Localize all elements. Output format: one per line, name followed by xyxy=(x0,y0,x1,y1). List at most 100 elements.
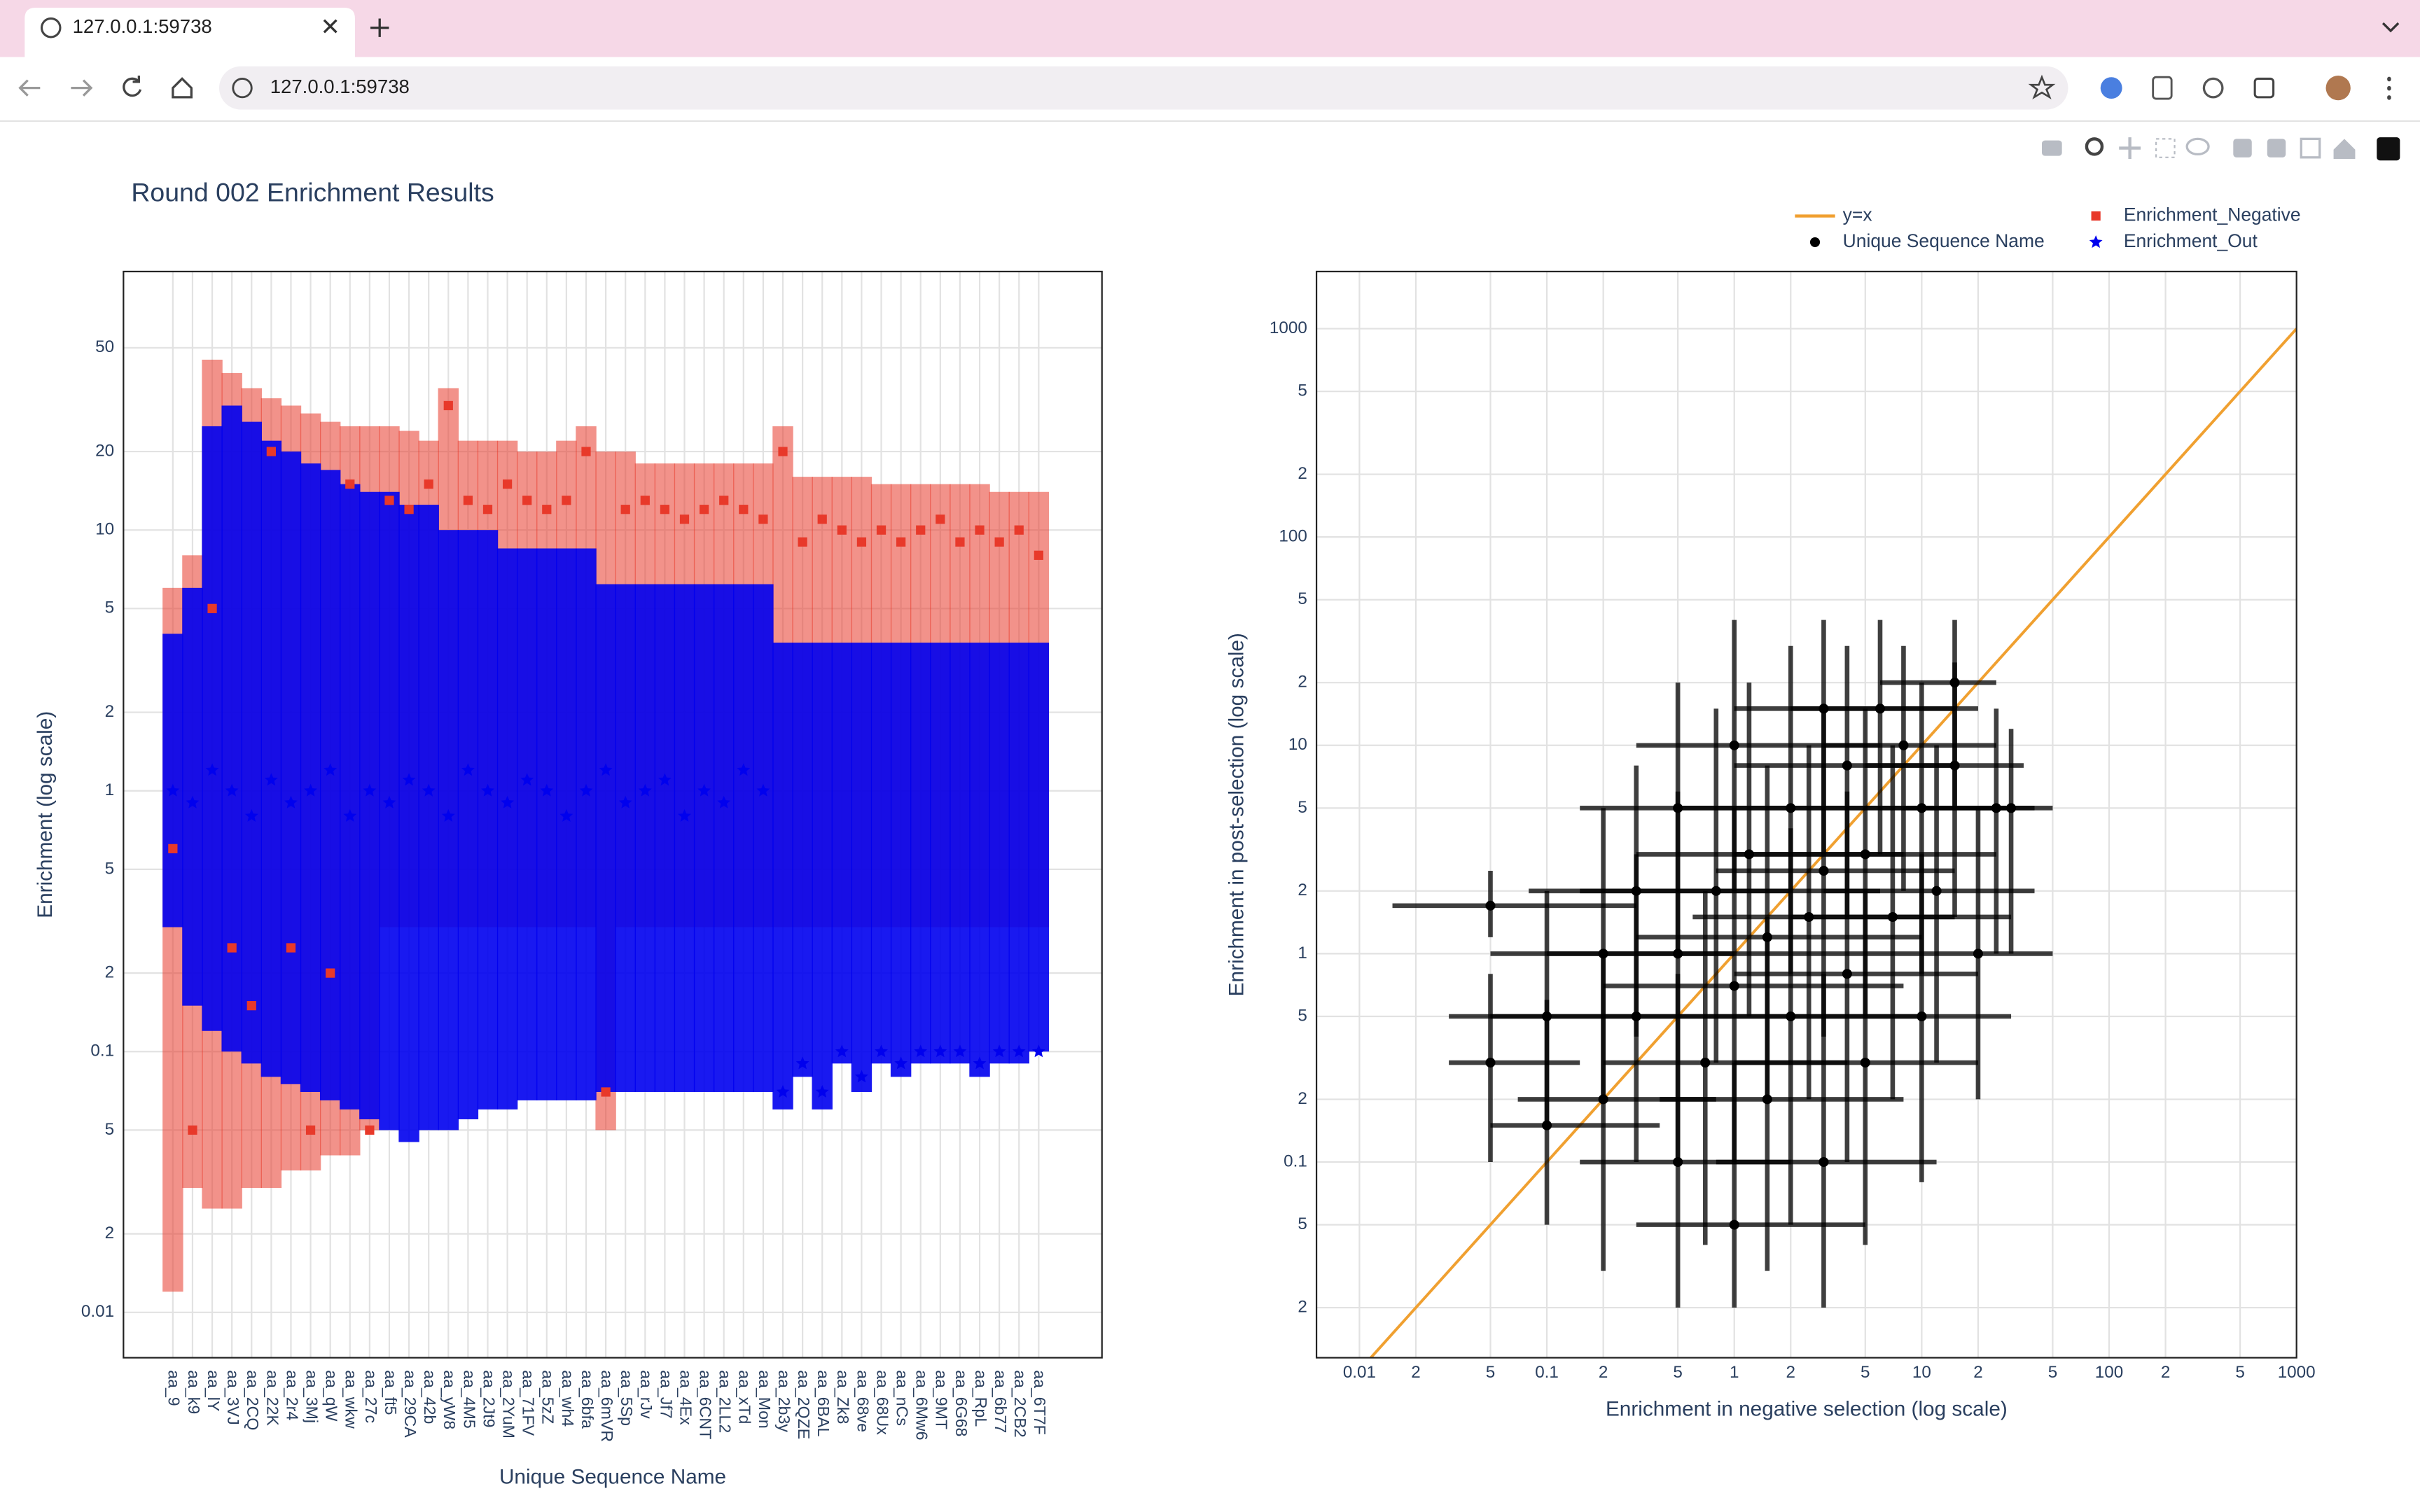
marker xyxy=(618,795,632,808)
marker xyxy=(758,514,768,524)
marker xyxy=(795,1056,809,1070)
error-bar xyxy=(1008,643,1029,1064)
address-bar[interactable] xyxy=(218,66,2068,110)
new-tab[interactable] xyxy=(370,18,389,37)
extensions-button[interactable] xyxy=(2253,77,2275,99)
x-tick-label: aa_6CNT xyxy=(697,1370,715,1439)
error-bar xyxy=(792,643,813,1077)
marker xyxy=(1729,1219,1739,1230)
modebar-autoscale[interactable] xyxy=(2300,137,2321,159)
marker xyxy=(1842,760,1852,771)
error-bar xyxy=(241,421,262,1064)
marker xyxy=(1485,900,1496,911)
extension-icon[interactable] xyxy=(2100,77,2122,99)
y-tick-label: 10 xyxy=(1288,735,1307,754)
modebar-camera[interactable] xyxy=(2042,140,2062,156)
error-bar xyxy=(831,643,853,1064)
tab-search[interactable] xyxy=(2381,22,2400,33)
plot-area: 2 5 0.1 2 5 1 2 5 10 2 5 100 2 5 1000 0.01 2 5 0.1 2 5 1 2 5 10 2… xyxy=(1225,270,2316,1420)
x-tick-label: aa_6BAL xyxy=(814,1370,833,1436)
error-bar xyxy=(634,584,656,1092)
marker xyxy=(1875,704,1886,714)
error-bar xyxy=(379,491,400,1130)
y-tick-label: 5 xyxy=(1298,382,1307,400)
marker xyxy=(305,1125,316,1135)
marker xyxy=(186,795,200,808)
y-tick-label: 0.01 xyxy=(81,1302,114,1321)
marker xyxy=(1598,948,1608,959)
x-tick-label: aa_2r4 xyxy=(283,1370,301,1420)
modebar-logo[interactable] xyxy=(2377,137,2400,161)
modebar-zoom[interactable] xyxy=(2085,137,2104,156)
extension-icon[interactable] xyxy=(2152,76,2173,100)
marker xyxy=(266,447,276,456)
modebar-zoom-in[interactable] xyxy=(2233,139,2252,158)
marker xyxy=(916,525,926,535)
y-tick-label: 5 xyxy=(1298,589,1307,608)
y-tick-label: 2 xyxy=(1298,1089,1307,1108)
modebar-zoom-out[interactable] xyxy=(2267,139,2286,158)
extension-icon[interactable] xyxy=(2202,77,2224,99)
modebar-select[interactable] xyxy=(2155,138,2176,158)
marker xyxy=(601,1087,611,1097)
marker xyxy=(522,496,532,505)
marker xyxy=(286,943,296,953)
forward-button[interactable] xyxy=(71,79,93,97)
marker xyxy=(168,844,178,853)
marker xyxy=(737,763,751,776)
y-tick-label: 5 xyxy=(1298,1214,1307,1233)
y-tick-label: 2 xyxy=(105,702,114,721)
marker xyxy=(166,783,180,797)
x-tick-label: aa_5zZ xyxy=(539,1370,557,1424)
error-bar xyxy=(300,463,321,1092)
marker xyxy=(798,537,807,547)
modebar-lasso[interactable] xyxy=(2185,137,2210,156)
x-tick-label: aa_71FV xyxy=(520,1370,538,1436)
marker xyxy=(345,479,355,489)
x-tick-label: 2 xyxy=(2161,1363,2170,1382)
x-tick-label: aa_6T7F xyxy=(1031,1370,1049,1435)
modebar-reset[interactable] xyxy=(2333,139,2356,160)
marker xyxy=(1804,911,1814,923)
marker xyxy=(384,496,394,505)
x-tick-label: aa_9 xyxy=(165,1370,183,1406)
site-info[interactable] xyxy=(232,77,253,99)
marker xyxy=(1762,1094,1772,1105)
error-bar xyxy=(398,505,419,1142)
back-button[interactable] xyxy=(18,79,41,97)
x-tick-label: aa_6bfa xyxy=(578,1370,597,1429)
x-tick-label: 2 xyxy=(1599,1363,1608,1382)
marker xyxy=(1842,969,1852,979)
marker xyxy=(1917,1011,1927,1022)
legend-label: y=x xyxy=(1843,204,1872,225)
marker xyxy=(1014,525,1024,535)
tab[interactable] xyxy=(25,8,355,57)
marker xyxy=(856,537,867,547)
marker xyxy=(324,763,338,776)
x-tick-label: aa_yW8 xyxy=(440,1370,459,1429)
marker xyxy=(1012,1044,1026,1058)
plot-data xyxy=(162,359,1050,1292)
y-tick-label: 100 xyxy=(1279,527,1307,546)
x-tick-label: 5 xyxy=(2048,1363,2057,1382)
home-button[interactable] xyxy=(172,77,193,99)
x-tick-label: 0.01 xyxy=(1343,1363,1376,1382)
profile-avatar[interactable] xyxy=(2325,76,2351,101)
marker xyxy=(660,505,670,514)
x-tick-label: aa_42b xyxy=(421,1370,439,1424)
marker xyxy=(1031,1044,1045,1058)
marker xyxy=(1949,760,1960,771)
tab-favicon xyxy=(40,17,62,38)
bookmark-star[interactable] xyxy=(2028,74,2056,100)
y-tick-label: 2 xyxy=(1298,881,1307,899)
reload-button[interactable] xyxy=(123,75,142,97)
y-tick-label: 5 xyxy=(1298,798,1307,817)
tab-close[interactable] xyxy=(323,19,338,34)
marker xyxy=(1631,886,1641,896)
marker xyxy=(1991,803,2001,813)
x-tick-label: aa_2CB2 xyxy=(1011,1370,1029,1437)
x-axis-title: Unique Sequence Name xyxy=(499,1465,726,1488)
error-bar xyxy=(477,530,499,1110)
x-tick-label: aa_2b3y xyxy=(775,1370,793,1432)
modebar-pan[interactable] xyxy=(2119,137,2141,160)
